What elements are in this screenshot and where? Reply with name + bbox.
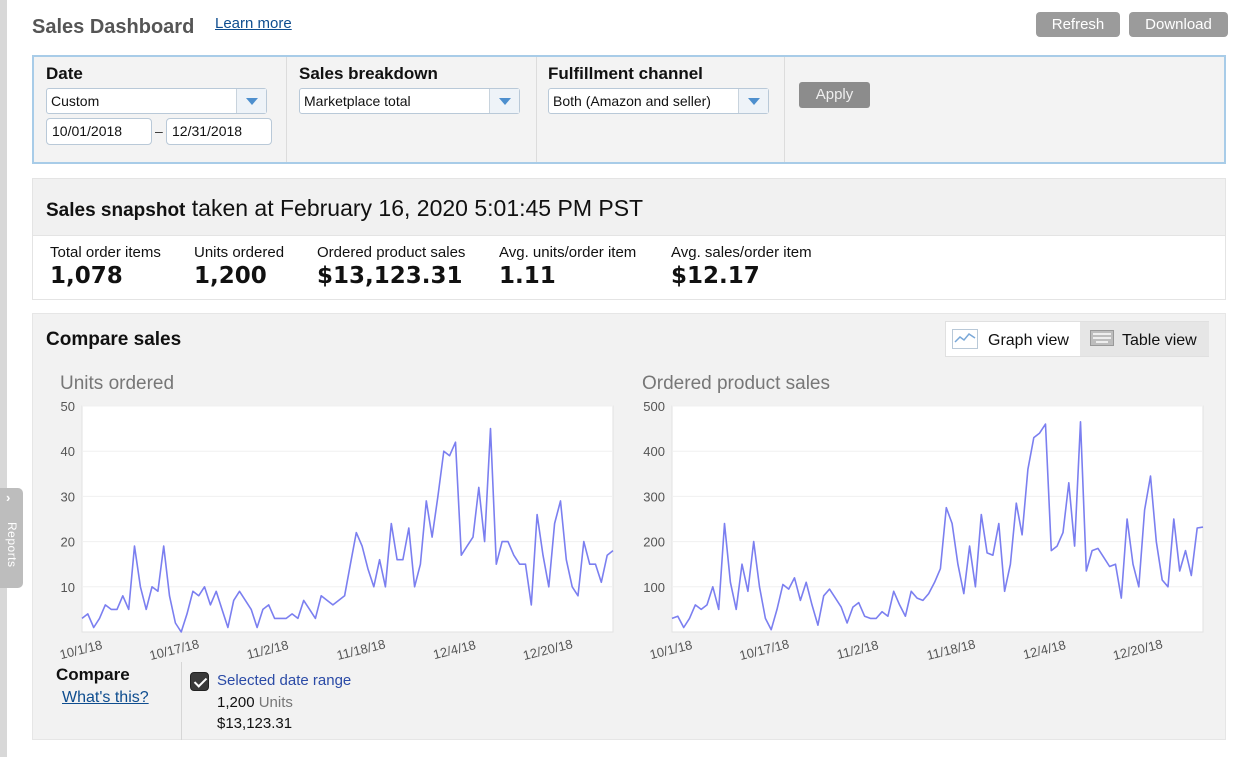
compare-divider: [181, 662, 182, 740]
filter-divider: [536, 57, 537, 162]
plot-area: [81, 405, 614, 633]
dropdown-arrow-icon: [738, 89, 768, 113]
x-tick-label: 11/2/18: [835, 637, 880, 662]
keyboard-table-icon: [1090, 330, 1114, 346]
metric-value: 1,078: [50, 263, 123, 289]
series-line: [81, 427, 614, 633]
y-tick-label: 10: [61, 580, 75, 595]
metric-ordered-product-sales: Ordered product sales $13,123.31: [317, 244, 465, 289]
snapshot-title-bold: Sales snapshot: [46, 200, 186, 221]
y-tick-label: 40: [61, 444, 75, 459]
x-tick-label: 10/17/18: [148, 636, 201, 663]
y-tick-label: 300: [643, 489, 665, 504]
start-date-input[interactable]: 10/01/2018: [46, 118, 152, 145]
snapshot-metrics: Total order items 1,078 Units ordered 1,…: [32, 236, 1226, 300]
metric-label: Avg. sales/order item: [671, 244, 812, 261]
end-date-input[interactable]: 12/31/2018: [166, 118, 272, 145]
download-button[interactable]: Download: [1129, 12, 1228, 37]
sales-snapshot-header: Sales snapshot taken at February 16, 202…: [32, 178, 1226, 236]
units-word: Units: [258, 694, 293, 711]
left-rail: [0, 0, 7, 757]
metric-avg-sales-per-order-item: Avg. sales/order item $12.17: [671, 244, 812, 289]
graph-view-button[interactable]: Graph view: [946, 322, 1080, 356]
sales-breakdown-select[interactable]: Marketplace total: [299, 88, 520, 114]
page-title: Sales Dashboard: [32, 16, 195, 38]
selected-date-range-checkbox[interactable]: [190, 672, 209, 691]
x-tick-label: 11/18/18: [925, 636, 977, 663]
metric-value: $12.17: [671, 263, 760, 289]
units-value: 1,200: [217, 694, 255, 711]
learn-more-link[interactable]: Learn more: [215, 15, 292, 32]
compare-sales-panel: Compare sales Graph view Table view Unit…: [32, 313, 1226, 740]
series-line: [671, 420, 1204, 631]
selected-sales: $13,123.31: [217, 715, 293, 732]
snapshot-title: Sales snapshot taken at February 16, 202…: [46, 195, 643, 222]
snapshot-timestamp: taken at February 16, 2020 5:01:45 PM PS…: [185, 195, 644, 221]
fulfillment-channel-select[interactable]: Both (Amazon and seller): [548, 88, 769, 114]
plot-area: [671, 405, 1204, 633]
metric-value: 1.11: [499, 263, 556, 289]
x-tick-label: 12/4/18: [432, 637, 478, 662]
y-tick-label: 400: [643, 444, 665, 459]
dropdown-arrow-icon: [236, 89, 266, 113]
line-chart-icon: [952, 329, 978, 349]
ordered-product-sales-chart: 100 200 300 400 500 10/1/18 10/17/18 11/2/18 11/…: [643, 399, 1204, 663]
y-tick-label: 100: [643, 580, 665, 595]
graph-view-label: Graph view: [988, 332, 1069, 349]
compare-label: Compare: [56, 665, 130, 684]
x-tick-label: 12/20/18: [521, 636, 574, 663]
selected-units: 1,200 Units: [217, 694, 293, 711]
metric-label: Avg. units/order item: [499, 244, 637, 261]
x-tick-label: 12/4/18: [1022, 637, 1068, 662]
metric-value: 1,200: [194, 263, 267, 289]
y-tick-label: 50: [61, 399, 75, 414]
table-view-button[interactable]: Table view: [1080, 322, 1209, 356]
metric-total-order-items: Total order items 1,078: [50, 244, 161, 289]
filter-divider: [286, 57, 287, 162]
y-tick-label: 20: [61, 535, 75, 550]
metric-label: Ordered product sales: [317, 244, 466, 261]
units-ordered-chart: 10 20 30 40 50 10/1/18 10/17/18 11/2/18 11/18/18…: [58, 399, 614, 663]
x-tick-label: 11/18/18: [335, 636, 387, 663]
date-range-dash: –: [155, 123, 163, 139]
fulfillment-channel-value: Both (Amazon and seller): [553, 93, 711, 109]
metric-label: Units ordered: [194, 244, 285, 261]
metric-value: $13,123.31: [317, 263, 463, 289]
table-view-label: Table view: [1122, 332, 1197, 349]
dropdown-arrow-icon: [489, 89, 519, 113]
date-label: Date: [46, 64, 83, 83]
x-tick-label: 10/1/18: [58, 637, 104, 662]
y-tick-label: 500: [643, 399, 665, 414]
x-tick-label: 12/20/18: [1111, 636, 1164, 663]
sales-chart-title: Ordered product sales: [642, 373, 830, 394]
selected-date-range-label: Selected date range: [217, 672, 352, 689]
x-tick-label: 11/2/18: [245, 637, 290, 662]
metric-avg-units-per-order-item: Avg. units/order item 1.11: [499, 244, 636, 289]
date-select-value: Custom: [51, 93, 100, 109]
filter-panel: Date Custom 10/01/2018 – 12/31/2018 Sale…: [32, 55, 1226, 164]
chevron-right-icon: ›: [6, 490, 11, 505]
x-tick-label: 10/17/18: [738, 636, 791, 663]
refresh-button[interactable]: Refresh: [1036, 12, 1120, 37]
compare-sales-title: Compare sales: [46, 329, 182, 350]
x-tick-label: 10/1/18: [648, 637, 694, 662]
reports-side-tab[interactable]: › Reports: [0, 488, 23, 588]
sales-breakdown-label: Sales breakdown: [299, 64, 438, 83]
reports-tab-label: Reports: [5, 522, 19, 568]
metric-label: Total order items: [50, 244, 161, 261]
y-tick-label: 30: [61, 489, 75, 504]
apply-button[interactable]: Apply: [799, 82, 870, 108]
metric-units-ordered: Units ordered 1,200: [194, 244, 284, 289]
date-select[interactable]: Custom: [46, 88, 267, 114]
sales-breakdown-value: Marketplace total: [304, 93, 411, 109]
whats-this-link[interactable]: What's this?: [62, 689, 149, 706]
y-tick-label: 200: [643, 535, 665, 550]
filter-divider: [784, 57, 785, 162]
units-chart-title: Units ordered: [60, 373, 175, 394]
view-toggle: Graph view Table view: [945, 321, 1209, 357]
fulfillment-channel-label: Fulfillment channel: [548, 64, 703, 83]
